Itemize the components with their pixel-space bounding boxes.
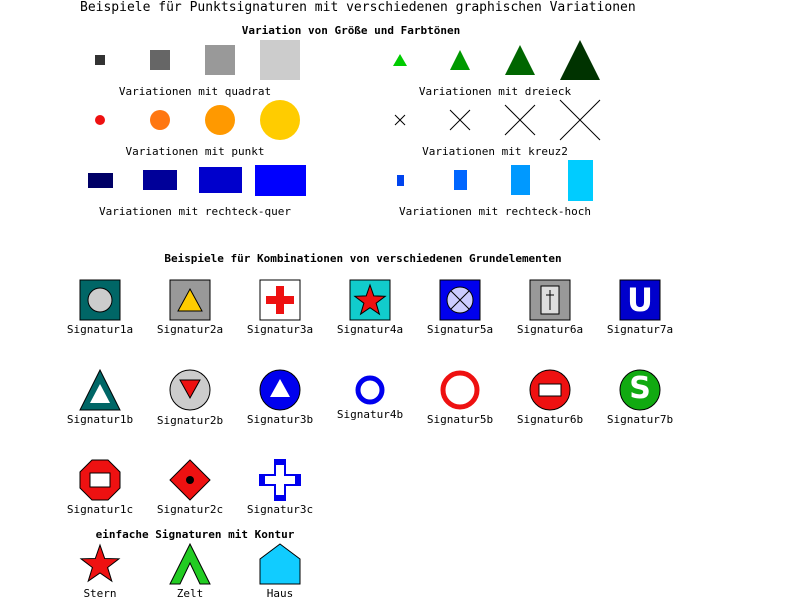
- signatur3a-symbol: [259, 279, 301, 321]
- quadrat-symbol-1: [95, 55, 105, 65]
- kreuz2-symbol-2: [449, 109, 471, 131]
- rechteck-hoch-label: Variationen mit rechteck-hoch: [398, 205, 592, 218]
- signatur2a-label: Signatur2a: [156, 323, 224, 336]
- signatur2b-symbol: [169, 369, 211, 411]
- rechteck-quer-label: Variationen mit rechteck-quer: [98, 205, 292, 218]
- quadrat-symbol-4: [260, 40, 300, 80]
- rechteck-quer-symbol-4: [255, 165, 306, 196]
- signatur7b-symbol: [619, 369, 661, 411]
- combinations-heading: Beispiele für Kombinationen von verschie…: [164, 252, 562, 265]
- signatur2c-label: Signatur2c: [156, 503, 224, 516]
- kreuz2-group: [394, 99, 601, 141]
- quadrat-symbol-3: [205, 45, 235, 75]
- signatur4a-symbol: [349, 279, 391, 321]
- signatur7a-glyph: U: [627, 281, 653, 319]
- rechteck-quer-symbol-2: [143, 170, 177, 190]
- signatur6a-label: Signatur6a: [516, 323, 584, 336]
- quadrat-group: [95, 40, 300, 80]
- punkt-symbol-1: [95, 115, 105, 125]
- page-title: Beispiele für Punktsignaturen mit versch…: [80, 0, 636, 15]
- signatur7b-glyph: S: [629, 371, 651, 406]
- kreuz2-label: Variationen mit kreuz2: [422, 145, 568, 158]
- signatur2b-label: Signatur2b: [156, 414, 224, 427]
- signatur6b-symbol: [529, 369, 571, 411]
- dreieck-label: Variationen mit dreieck: [418, 85, 572, 98]
- signatur7a-label: Signatur7a: [606, 323, 674, 336]
- signatur4a-label: Signatur4a: [336, 323, 404, 336]
- signatur6b-label: Signatur6b: [516, 413, 584, 426]
- rechteck-quer-symbol-1: [88, 173, 113, 188]
- signatur4b-symbol: [355, 375, 385, 405]
- signatur5b-label: Signatur5b: [426, 413, 494, 426]
- signatur7b-label: Signatur7b: [606, 413, 674, 426]
- kreuz2-symbol-4: [559, 99, 601, 141]
- signatur1c-label: Signatur1c: [66, 503, 134, 516]
- kreuz2-symbol-1: [394, 114, 406, 126]
- zelt-label: Zelt: [176, 587, 204, 600]
- rechteck-hoch-symbol-4: [568, 160, 593, 201]
- rechteck-hoch-symbol-1: [397, 175, 404, 186]
- dreieck-symbol-1: [393, 54, 407, 66]
- signatur3c-label: Signatur3c: [246, 503, 314, 516]
- dreieck-symbol-4: [560, 40, 600, 80]
- rechteck-hoch-group: [397, 160, 593, 201]
- rechteck-hoch-symbol-3: [511, 165, 530, 195]
- signatur2a-symbol: [169, 279, 211, 321]
- signatur5a-label: Signatur5a: [426, 323, 494, 336]
- dreieck-symbol-2: [450, 50, 470, 70]
- stern-symbol: [79, 543, 121, 583]
- signatur7a-symbol: [619, 279, 661, 321]
- dreieck-group: [393, 40, 600, 80]
- haus-symbol: [259, 543, 301, 585]
- signatur5a-symbol: [439, 279, 481, 321]
- quadrat-label: Variationen mit quadrat: [118, 85, 272, 98]
- punkt-label: Variationen mit punkt: [125, 145, 265, 158]
- haus-label: Haus: [266, 587, 294, 600]
- signatur6a-symbol: [529, 279, 571, 321]
- signatur5b-symbol: [440, 370, 480, 410]
- punkt-symbol-3: [205, 105, 235, 135]
- contour-heading: einfache Signaturen mit Kontur: [95, 528, 295, 541]
- signatur1c-symbol: [79, 459, 121, 501]
- variations-heading: Variation von Größe und Farbtönen: [241, 24, 461, 37]
- signatur1a-label: Signatur1a: [66, 323, 134, 336]
- signatur3b-symbol: [259, 369, 301, 411]
- stern-label: Stern: [83, 587, 117, 600]
- punkt-symbol-4: [260, 100, 300, 140]
- signatur4b-label: Signatur4b: [336, 408, 404, 421]
- rechteck-quer-group: [88, 165, 306, 196]
- rechteck-hoch-symbol-2: [454, 170, 467, 190]
- signatur1b-symbol: [79, 368, 121, 411]
- signatur3b-label: Signatur3b: [246, 413, 314, 426]
- rechteck-quer-symbol-3: [199, 167, 242, 193]
- signatur1b-label: Signatur1b: [66, 413, 134, 426]
- zelt-symbol: [169, 542, 211, 585]
- signatur2c-symbol: [169, 459, 211, 501]
- signatur3a-label: Signatur3a: [246, 323, 314, 336]
- punkt-symbol-2: [150, 110, 170, 130]
- punkt-group: [95, 100, 300, 140]
- dreieck-symbol-3: [505, 45, 535, 75]
- kreuz2-symbol-3: [504, 104, 536, 136]
- signatur1a-symbol: [79, 279, 121, 321]
- signatur3c-symbol: [259, 459, 301, 501]
- quadrat-symbol-2: [150, 50, 170, 70]
- variations-panel: [88, 40, 601, 201]
